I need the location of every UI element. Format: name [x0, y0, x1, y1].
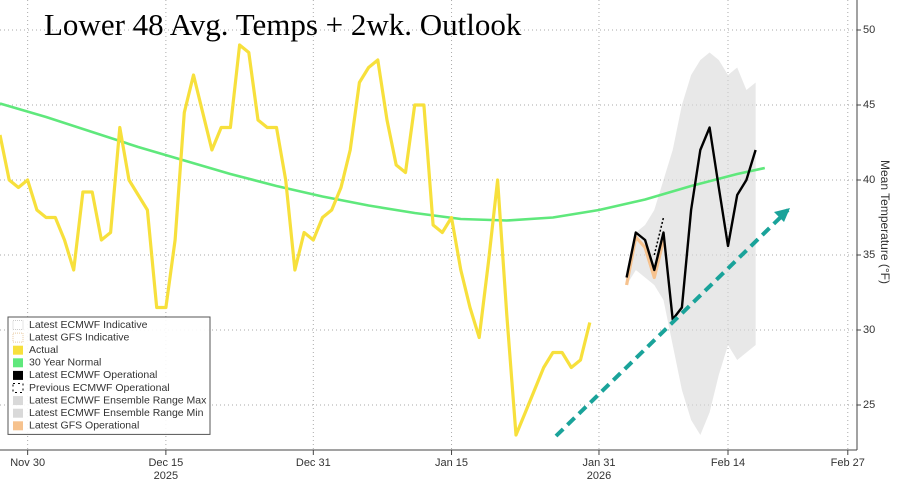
series-line: [0, 43, 592, 437]
series-line: [625, 126, 757, 321]
legend-swatch: [12, 320, 24, 330]
legend-label: Actual: [29, 344, 58, 356]
legend-swatch: [12, 332, 24, 343]
x-tick-label: Nov 30: [10, 457, 45, 469]
y-tick-label: 45: [863, 99, 875, 111]
chart-title: Lower 48 Avg. Temps + 2wk. Outlook: [44, 7, 522, 42]
legend-label: Latest ECMWF Ensemble Range Max: [29, 394, 207, 406]
y-tick-label: 25: [863, 399, 875, 411]
legend-swatch: [13, 421, 23, 431]
legend-label: Latest ECMWF Operational: [29, 369, 157, 381]
legend-swatch: [13, 408, 23, 418]
legend-swatch: [13, 358, 23, 368]
trend-arrow-head: [774, 208, 790, 222]
y-tick-label: 30: [863, 324, 875, 336]
trend-arrow: [554, 208, 790, 438]
year-label: 2026: [587, 470, 611, 481]
legend-label: Latest ECMWF Indicative: [29, 319, 148, 331]
y-tick-label: 40: [863, 174, 875, 186]
legend-swatch: [13, 345, 23, 355]
series-line: [0, 102, 766, 222]
y-tick-label: 35: [863, 249, 875, 261]
legend-swatch: [13, 370, 23, 380]
legend-label: Latest GFS Indicative: [29, 331, 130, 343]
year-label: 2025: [154, 470, 178, 481]
x-tick-label: Feb 27: [831, 457, 865, 469]
legend-swatch: [12, 383, 24, 393]
ensemble-range: [626, 52, 756, 435]
y-axis-label: Mean Temperature (°F): [878, 160, 892, 284]
series-line: [653, 217, 665, 256]
plot: [0, 43, 766, 437]
x-tick-label: Dec 31: [296, 457, 331, 469]
legend-label: Latest ECMWF Ensemble Range Min: [29, 407, 204, 419]
legend-label: Latest GFS Operational: [29, 420, 139, 432]
y-tick-label: 50: [863, 24, 875, 36]
legend-box: [7, 316, 211, 435]
x-tick-label: Jan 15: [435, 457, 468, 469]
x-tick-label: Feb 14: [711, 457, 745, 469]
legend-label: Previous ECMWF Operational: [29, 382, 170, 394]
x-tick-label: Dec 15: [148, 457, 183, 469]
legend-swatch: [13, 396, 23, 406]
legend-label: 30 Year Normal: [29, 357, 101, 369]
x-tick-label: Jan 31: [582, 457, 615, 469]
